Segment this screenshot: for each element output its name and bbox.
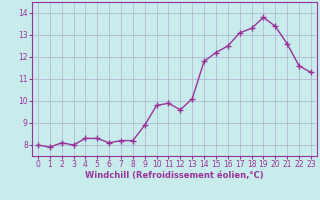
X-axis label: Windchill (Refroidissement éolien,°C): Windchill (Refroidissement éolien,°C) xyxy=(85,171,264,180)
